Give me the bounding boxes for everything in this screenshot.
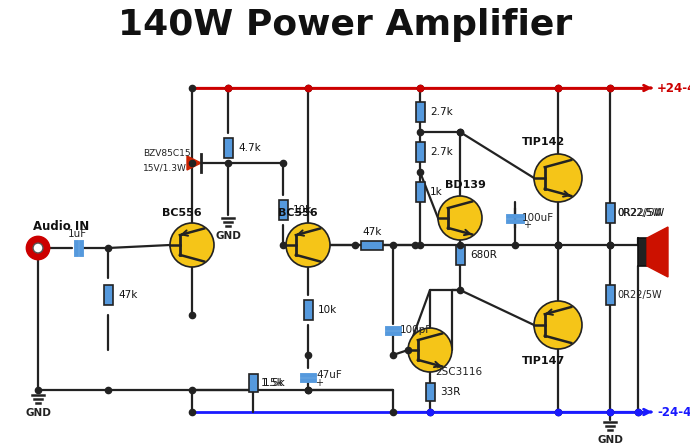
Polygon shape	[187, 156, 201, 170]
Text: GND: GND	[25, 408, 51, 418]
Text: 0R22/5W: 0R22/5W	[617, 208, 664, 218]
Circle shape	[33, 243, 43, 253]
FancyBboxPatch shape	[606, 285, 615, 305]
Text: 33R: 33R	[440, 387, 460, 397]
FancyBboxPatch shape	[224, 138, 233, 158]
Text: GND: GND	[215, 231, 241, 241]
Text: TIP142: TIP142	[522, 137, 564, 147]
Text: 47k: 47k	[118, 290, 137, 300]
FancyBboxPatch shape	[606, 203, 615, 223]
Text: 1.5k: 1.5k	[263, 378, 286, 388]
Text: 10k: 10k	[293, 205, 313, 215]
Text: 2.7k: 2.7k	[430, 107, 453, 117]
FancyBboxPatch shape	[415, 142, 424, 162]
FancyBboxPatch shape	[248, 374, 257, 392]
FancyBboxPatch shape	[638, 238, 647, 266]
Text: 140W Power Amplifier: 140W Power Amplifier	[118, 8, 572, 42]
Text: 0R22/5W: 0R22/5W	[617, 290, 662, 300]
Circle shape	[170, 223, 214, 267]
FancyBboxPatch shape	[455, 245, 464, 265]
FancyBboxPatch shape	[361, 240, 383, 250]
Polygon shape	[647, 227, 668, 277]
Circle shape	[408, 328, 452, 372]
Text: 47uF: 47uF	[316, 370, 342, 380]
Text: BC556: BC556	[278, 208, 318, 218]
Text: TIP147: TIP147	[522, 356, 564, 366]
Text: -24-45V: -24-45V	[657, 405, 690, 418]
FancyBboxPatch shape	[426, 383, 435, 401]
Text: +24-45V: +24-45V	[657, 81, 690, 94]
Text: 2.7k: 2.7k	[430, 147, 453, 157]
Circle shape	[534, 154, 582, 202]
Text: BD139: BD139	[444, 180, 486, 190]
Text: 100uF: 100uF	[522, 213, 554, 223]
FancyBboxPatch shape	[104, 285, 112, 305]
Circle shape	[534, 301, 582, 349]
Text: 15V/1.3W: 15V/1.3W	[143, 163, 187, 173]
Text: 100pF: 100pF	[400, 325, 432, 335]
Circle shape	[27, 237, 49, 259]
FancyBboxPatch shape	[415, 182, 424, 202]
Circle shape	[438, 196, 482, 240]
Text: +: +	[523, 219, 531, 230]
Text: GND: GND	[597, 435, 623, 445]
Text: +: +	[315, 379, 323, 388]
FancyBboxPatch shape	[415, 102, 424, 122]
Text: 2SC3116: 2SC3116	[435, 367, 482, 377]
Text: 4.7k: 4.7k	[238, 143, 261, 153]
Text: 680R: 680R	[470, 250, 497, 260]
Text: 10k: 10k	[318, 305, 337, 315]
Text: 0R22/5W: 0R22/5W	[617, 208, 662, 218]
Text: 1.5k: 1.5k	[261, 378, 284, 388]
FancyBboxPatch shape	[279, 200, 288, 220]
Text: BC556: BC556	[162, 208, 201, 218]
FancyBboxPatch shape	[304, 300, 313, 320]
Text: 47k: 47k	[362, 227, 382, 237]
Text: 1uF: 1uF	[68, 229, 87, 239]
Text: BZV85C15: BZV85C15	[143, 150, 190, 158]
Text: 1k: 1k	[430, 187, 443, 197]
Text: Audio IN: Audio IN	[33, 219, 89, 232]
Circle shape	[286, 223, 330, 267]
